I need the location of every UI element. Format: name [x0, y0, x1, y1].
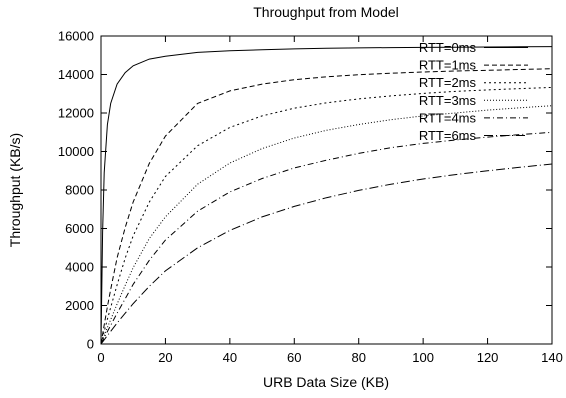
y-tick-label: 16000	[58, 29, 94, 44]
series-lines	[100, 46, 553, 345]
axis-ticks	[100, 35, 553, 345]
legend-label-4: RTT=3ms	[419, 93, 477, 108]
y-tick-label: 0	[87, 337, 94, 352]
y-axis-label: Throughput (KB/s)	[7, 133, 23, 247]
series-line-3	[100, 86, 553, 345]
y-tick-label: 12000	[58, 106, 94, 121]
legend-label-5: RTT=4ms	[419, 110, 477, 125]
x-tick-label: 100	[412, 350, 434, 365]
x-axis-label: URB Data Size (KB)	[263, 374, 389, 390]
x-tick-label: 140	[541, 350, 563, 365]
legend: RTT=0ms RTT=1ms RTT=2ms RTT=3ms RTT=4ms RTT=6…	[419, 40, 528, 143]
x-tick-label: 80	[351, 350, 365, 365]
series-line-1	[100, 46, 553, 345]
series-line-4	[100, 105, 553, 345]
y-tick-label: 8000	[65, 183, 94, 198]
series-line-6	[100, 163, 553, 345]
y-tick-label: 4000	[65, 260, 94, 275]
legend-label-3: RTT=2ms	[419, 75, 477, 90]
tick-labels: 0 20 40 60 80 100 120 140 0 2000 4000 6000 8000 10000…	[58, 29, 563, 366]
legend-label-2: RTT=1ms	[419, 58, 477, 73]
x-tick-label: 20	[158, 350, 172, 365]
x-tick-label: 60	[287, 350, 301, 365]
series-line-5	[100, 131, 553, 345]
series-line-2	[100, 68, 553, 345]
legend-label-6: RTT=6ms	[419, 128, 477, 143]
y-tick-label: 10000	[58, 144, 94, 159]
x-tick-label: 40	[223, 350, 237, 365]
y-tick-label: 14000	[58, 67, 94, 82]
x-tick-label: 120	[477, 350, 499, 365]
chart-title: Throughput from Model	[253, 4, 399, 20]
y-tick-label: 6000	[65, 221, 94, 236]
x-tick-label: 0	[97, 350, 104, 365]
y-tick-label: 2000	[65, 298, 94, 313]
legend-label-1: RTT=0ms	[419, 40, 477, 55]
